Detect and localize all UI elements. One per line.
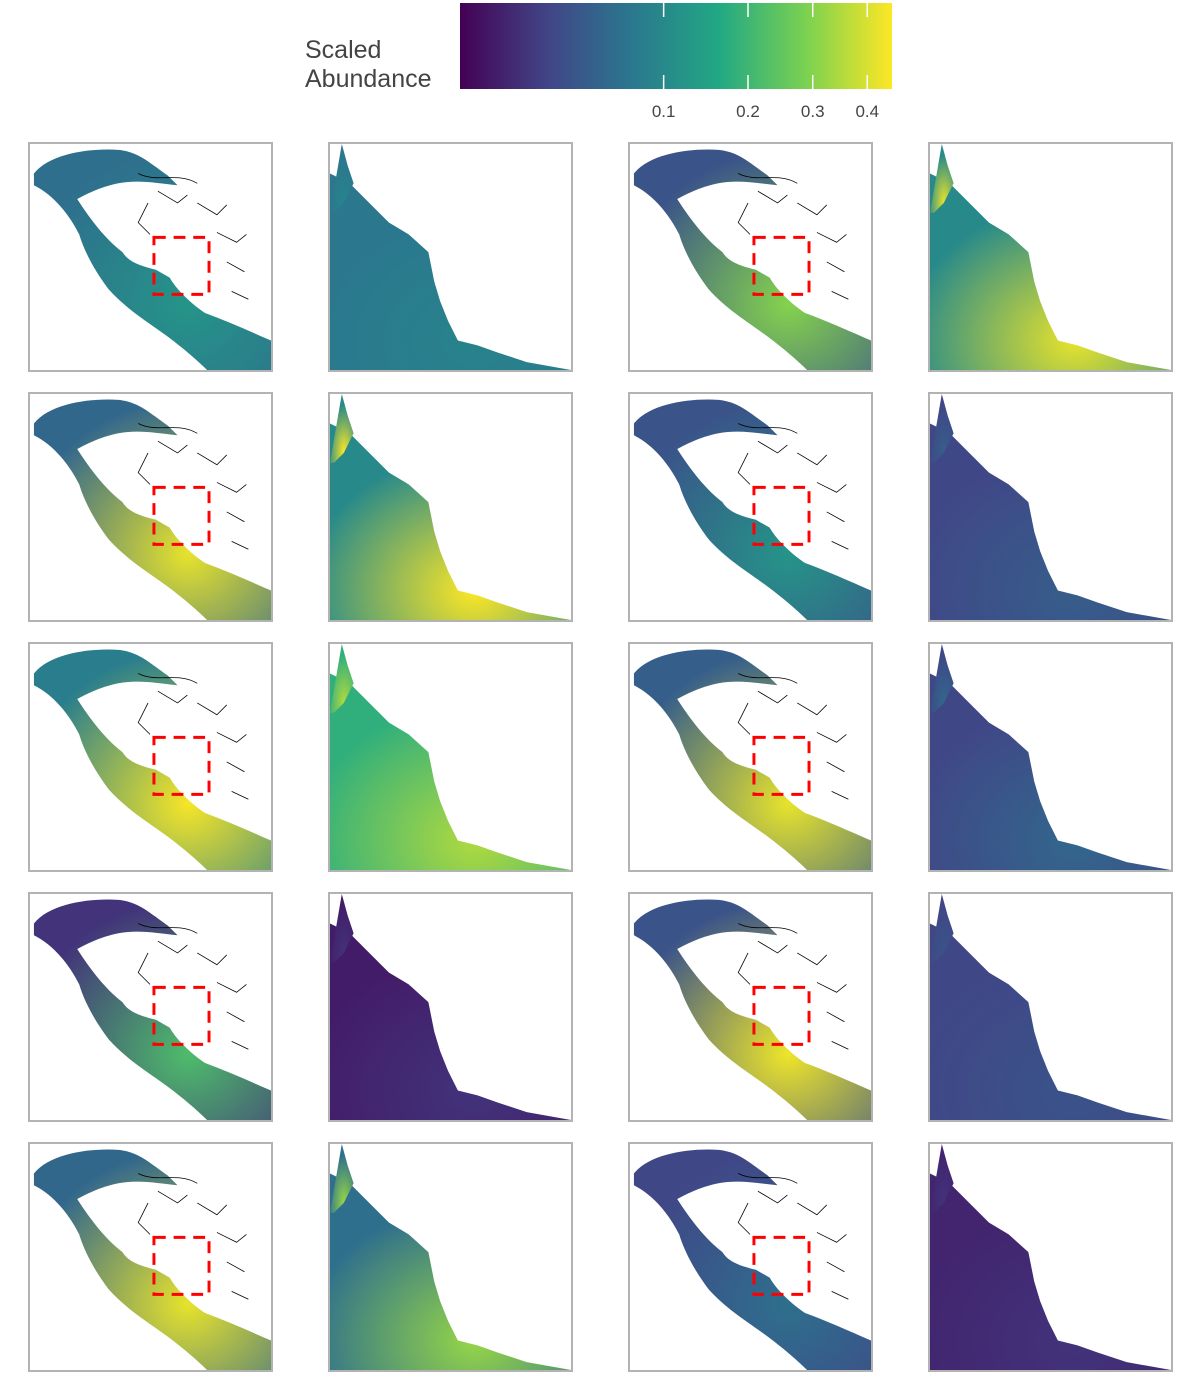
abundance-surface bbox=[930, 394, 1171, 620]
region-abundance-map bbox=[33, 649, 271, 870]
abundance-surface bbox=[930, 1144, 1171, 1370]
region-map-panel bbox=[628, 142, 873, 372]
abundance-surface bbox=[930, 644, 1171, 870]
region-abundance-map bbox=[33, 399, 271, 620]
inset-abundance-map bbox=[930, 894, 1171, 1120]
abundance-surface bbox=[330, 644, 571, 870]
abundance-surface bbox=[930, 894, 1171, 1120]
inset-abundance-map bbox=[330, 894, 571, 1120]
coastline bbox=[137, 673, 249, 800]
coastline bbox=[137, 173, 249, 300]
inset-extent-box bbox=[152, 735, 211, 796]
legend-tick-label: 0.1 bbox=[651, 102, 676, 121]
coastline bbox=[737, 173, 849, 300]
legend-title-line1: Scaled bbox=[305, 36, 382, 64]
abundance-surface bbox=[330, 144, 571, 370]
region-abundance-map bbox=[33, 899, 271, 1120]
inset-abundance-map bbox=[330, 644, 571, 870]
region-abundance-map bbox=[633, 149, 871, 370]
legend-tick-label: 0.4 bbox=[855, 102, 880, 121]
inset-extent-box bbox=[152, 985, 211, 1046]
inset-abundance-map bbox=[930, 144, 1171, 370]
region-abundance-map bbox=[33, 149, 271, 370]
inset-map-panel bbox=[928, 642, 1173, 872]
coastline bbox=[737, 673, 849, 800]
abundance-surface bbox=[330, 1144, 571, 1370]
inset-extent-box bbox=[152, 485, 211, 546]
region-map-panel bbox=[28, 142, 273, 372]
region-map-panel bbox=[628, 392, 873, 622]
region-abundance-map bbox=[633, 649, 871, 870]
inset-abundance-map bbox=[330, 394, 571, 620]
inset-abundance-map bbox=[330, 144, 571, 370]
inset-extent-box bbox=[752, 735, 811, 796]
inset-extent-box bbox=[752, 1235, 811, 1296]
inset-abundance-map bbox=[930, 1144, 1171, 1370]
region-map-panel bbox=[28, 1142, 273, 1372]
legend-colorbar bbox=[460, 3, 892, 89]
coastline bbox=[737, 1173, 849, 1300]
legend-tick-label: 0.3 bbox=[800, 102, 825, 121]
coastline bbox=[137, 423, 249, 550]
inset-extent-box bbox=[752, 985, 811, 1046]
inset-map-panel bbox=[328, 1142, 573, 1372]
inset-abundance-map bbox=[930, 644, 1171, 870]
inset-map-panel bbox=[328, 892, 573, 1122]
inset-extent-box bbox=[752, 235, 811, 296]
inset-map-panel bbox=[328, 642, 573, 872]
inset-map-panel bbox=[928, 892, 1173, 1122]
region-map-panel bbox=[28, 892, 273, 1122]
inset-map-panel bbox=[328, 392, 573, 622]
coastline bbox=[137, 1173, 249, 1300]
inset-extent-box bbox=[152, 1235, 211, 1296]
inset-map-panel bbox=[928, 1142, 1173, 1372]
inset-map-panel bbox=[928, 392, 1173, 622]
region-map-panel bbox=[628, 1142, 873, 1372]
inset-extent-box bbox=[152, 235, 211, 296]
legend-title: Scaled Abundance bbox=[305, 36, 432, 94]
legend-title-line2: Abundance bbox=[305, 65, 432, 93]
region-abundance-map bbox=[633, 1149, 871, 1370]
abundance-surface bbox=[330, 394, 571, 620]
coastline bbox=[137, 923, 249, 1050]
region-map-panel bbox=[28, 642, 273, 872]
region-abundance-map bbox=[633, 899, 871, 1120]
inset-map-panel bbox=[328, 142, 573, 372]
region-map-panel bbox=[628, 892, 873, 1122]
region-abundance-map bbox=[33, 1149, 271, 1370]
region-map-panel bbox=[628, 642, 873, 872]
abundance-surface bbox=[930, 144, 1171, 370]
inset-abundance-map bbox=[330, 1144, 571, 1370]
inset-extent-box bbox=[752, 485, 811, 546]
inset-abundance-map bbox=[930, 394, 1171, 620]
coastline bbox=[737, 423, 849, 550]
inset-map-panel bbox=[928, 142, 1173, 372]
legend-tick-label: 0.2 bbox=[736, 102, 760, 121]
abundance-surface bbox=[330, 894, 571, 1120]
region-map-panel bbox=[28, 392, 273, 622]
region-abundance-map bbox=[633, 399, 871, 620]
coastline bbox=[737, 923, 849, 1050]
